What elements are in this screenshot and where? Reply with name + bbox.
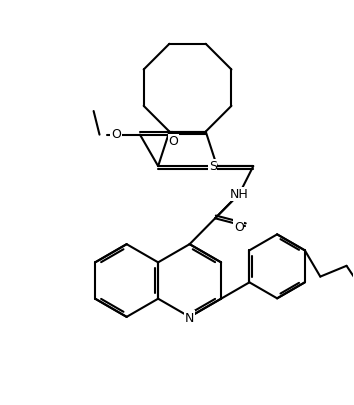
Text: O: O — [234, 220, 244, 233]
Text: O: O — [169, 135, 178, 148]
Text: O: O — [111, 128, 121, 141]
Text: N: N — [185, 311, 194, 324]
Text: S: S — [209, 160, 217, 173]
Text: NH: NH — [230, 188, 249, 201]
